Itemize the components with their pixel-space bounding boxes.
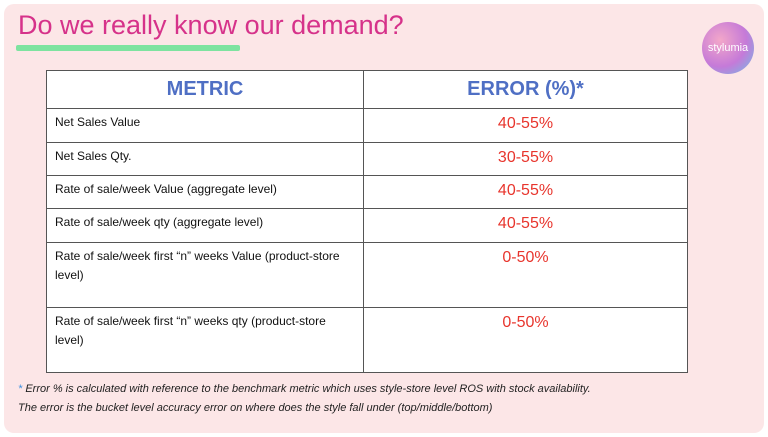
title-underline bbox=[16, 45, 240, 51]
error-cell: 40-55% bbox=[363, 208, 688, 243]
table-body: Net Sales Value 40-55% Net Sales Qty. 30-55… bbox=[46, 108, 688, 373]
logo: stylumia bbox=[702, 22, 754, 74]
metric-cell: Net Sales Qty. bbox=[46, 142, 364, 176]
metric-cell: Rate of sale/week qty (aggregate level) bbox=[46, 208, 364, 243]
error-cell: 30-55% bbox=[363, 142, 688, 176]
error-cell: 40-55% bbox=[363, 175, 688, 209]
error-cell: 0-50% bbox=[363, 307, 688, 373]
error-cell: 0-50% bbox=[363, 242, 688, 308]
table-row: Rate of sale/week Value (aggregate level… bbox=[46, 175, 688, 209]
metric-cell: Rate of sale/week first “n” weeks qty (p… bbox=[46, 307, 364, 373]
metric-cell: Rate of sale/week Value (aggregate level… bbox=[46, 175, 364, 209]
column-header: METRIC bbox=[46, 70, 364, 109]
column-header: ERROR (%)* bbox=[363, 70, 688, 109]
footnote-marker: * bbox=[18, 383, 23, 395]
metric-cell: Net Sales Value bbox=[46, 108, 364, 143]
footnote-line: * Error % is calculated with reference t… bbox=[18, 383, 591, 395]
table-row: Rate of sale/week qty (aggregate level) 4… bbox=[46, 208, 688, 243]
table-row: Rate of sale/week first “n” weeks Value … bbox=[46, 242, 688, 308]
header-row: METRIC ERROR (%)* bbox=[46, 70, 688, 109]
table-row: Net Sales Qty. 30-55% bbox=[46, 142, 688, 176]
footnote-text: The error is the bucket level accuracy e… bbox=[18, 402, 493, 414]
table-row: Net Sales Value 40-55% bbox=[46, 108, 688, 143]
error-table: METRIC ERROR (%)* Net Sales Value 40-55% N… bbox=[46, 70, 688, 373]
error-cell: 40-55% bbox=[363, 108, 688, 143]
metric-cell: Rate of sale/week first “n” weeks Value … bbox=[46, 242, 364, 308]
table-row: Rate of sale/week first “n” weeks qty (p… bbox=[46, 307, 688, 373]
slide: Do we really know our demand? stylumia M… bbox=[4, 4, 764, 433]
footnote-text: Error % is calculated with reference to … bbox=[25, 383, 591, 395]
title: Do we really know our demand? bbox=[18, 10, 404, 40]
